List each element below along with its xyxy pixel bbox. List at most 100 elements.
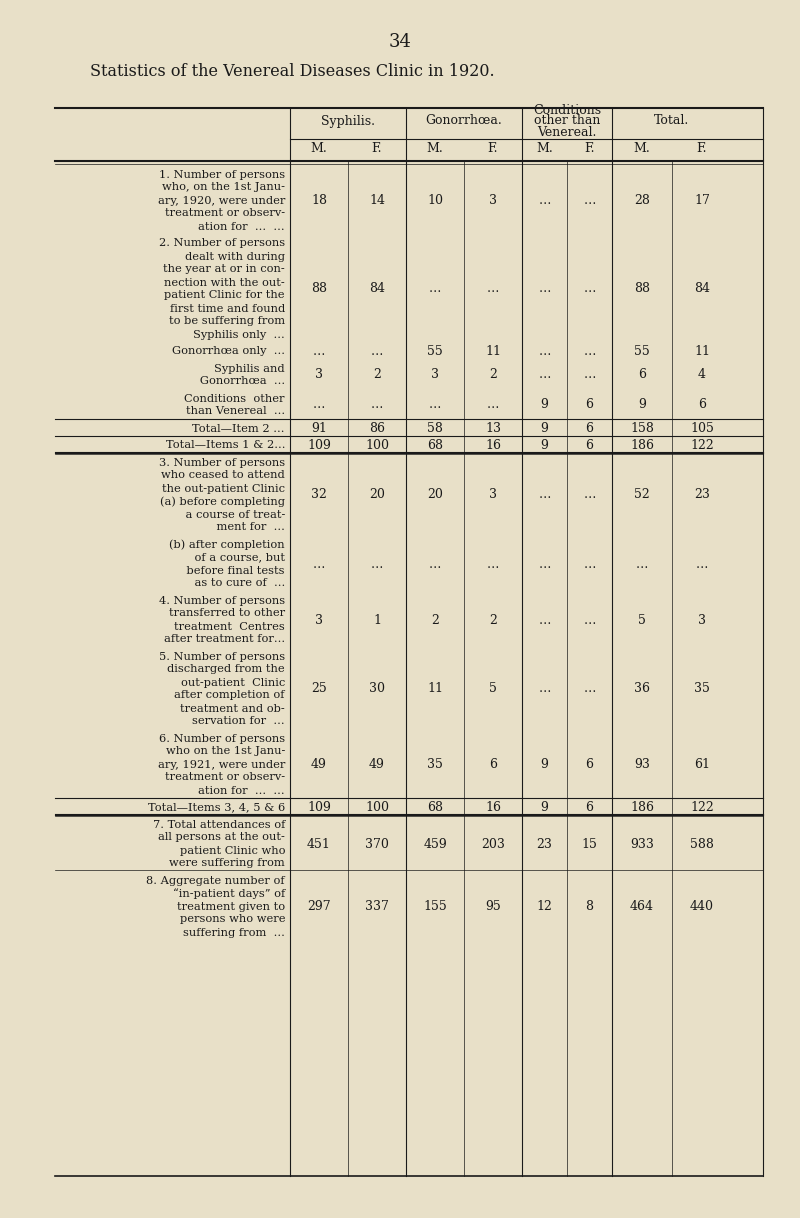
Text: 36: 36 <box>634 682 650 695</box>
Text: treatment given to: treatment given to <box>177 901 285 911</box>
Text: 203: 203 <box>481 838 505 850</box>
Text: …: … <box>583 614 596 626</box>
Text: …: … <box>583 283 596 296</box>
Text: 30: 30 <box>369 682 385 695</box>
Text: 13: 13 <box>485 421 501 435</box>
Text: who, on the 1st Janu-: who, on the 1st Janu- <box>162 183 285 192</box>
Text: 55: 55 <box>634 345 650 358</box>
Text: 68: 68 <box>427 438 443 452</box>
Text: 9: 9 <box>541 801 549 814</box>
Text: 451: 451 <box>307 838 331 850</box>
Text: 6: 6 <box>586 758 594 771</box>
Text: …: … <box>371 558 383 570</box>
Text: 4. Number of persons: 4. Number of persons <box>159 596 285 605</box>
Text: 3: 3 <box>698 614 706 626</box>
Text: 7. Total attendances of: 7. Total attendances of <box>153 820 285 829</box>
Text: (a) before completing: (a) before completing <box>160 496 285 507</box>
Text: discharged from the: discharged from the <box>167 665 285 675</box>
Text: dealt with during: dealt with during <box>185 251 285 262</box>
Text: as to cure of  …: as to cure of … <box>180 579 285 588</box>
Text: Gonorrhœa  …: Gonorrhœa … <box>189 376 285 386</box>
Text: …: … <box>538 345 550 358</box>
Text: …: … <box>487 558 499 570</box>
Text: Conditions: Conditions <box>533 104 601 117</box>
Text: F.: F. <box>697 143 707 156</box>
Text: 6: 6 <box>638 369 646 381</box>
Text: 588: 588 <box>690 838 714 850</box>
Text: treatment or observ-: treatment or observ- <box>165 772 285 782</box>
Text: first time and found: first time and found <box>170 303 285 313</box>
Text: M.: M. <box>634 143 650 156</box>
Text: …: … <box>313 398 325 412</box>
Text: 109: 109 <box>307 438 331 452</box>
Text: 86: 86 <box>369 421 385 435</box>
Text: 3: 3 <box>489 488 497 502</box>
Text: 2: 2 <box>489 614 497 626</box>
Text: (b) after completion: (b) after completion <box>170 540 285 549</box>
Text: nection with the out-: nection with the out- <box>164 278 285 287</box>
Text: Gonorrhœa.: Gonorrhœa. <box>426 114 502 128</box>
Text: 20: 20 <box>369 488 385 502</box>
Text: 16: 16 <box>485 438 501 452</box>
Text: were suffering from: were suffering from <box>170 859 285 868</box>
Text: 6: 6 <box>586 801 594 814</box>
Text: …: … <box>636 558 648 570</box>
Text: who ceased to attend: who ceased to attend <box>162 470 285 480</box>
Text: 186: 186 <box>630 801 654 814</box>
Text: ation for  …  …: ation for … … <box>198 222 285 231</box>
Text: 3: 3 <box>315 369 323 381</box>
Text: …: … <box>371 398 383 412</box>
Text: Total—Item 2 …: Total—Item 2 … <box>193 424 285 434</box>
Text: 3: 3 <box>431 369 439 381</box>
Text: 105: 105 <box>690 421 714 435</box>
Text: 84: 84 <box>369 283 385 296</box>
Text: 88: 88 <box>311 283 327 296</box>
Text: 17: 17 <box>694 194 710 207</box>
Text: 8: 8 <box>586 900 594 914</box>
Text: 23: 23 <box>694 488 710 502</box>
Text: …: … <box>696 558 708 570</box>
Text: 88: 88 <box>634 283 650 296</box>
Text: 158: 158 <box>630 421 654 435</box>
Text: 3: 3 <box>315 614 323 626</box>
Text: treatment or observ-: treatment or observ- <box>165 208 285 218</box>
Text: …: … <box>583 345 596 358</box>
Text: …: … <box>538 194 550 207</box>
Text: ary, 1920, were under: ary, 1920, were under <box>158 196 285 206</box>
Text: …: … <box>429 558 441 570</box>
Text: 20: 20 <box>427 488 443 502</box>
Text: 12: 12 <box>537 900 553 914</box>
Text: M.: M. <box>426 143 443 156</box>
Text: 61: 61 <box>694 758 710 771</box>
Text: 9: 9 <box>541 398 549 412</box>
Text: 109: 109 <box>307 801 331 814</box>
Text: 6: 6 <box>586 398 594 412</box>
Text: than Venereal  …: than Venereal … <box>186 407 285 417</box>
Text: 155: 155 <box>423 900 447 914</box>
Text: …: … <box>538 369 550 381</box>
Text: 464: 464 <box>630 900 654 914</box>
Text: transferred to other: transferred to other <box>169 609 285 619</box>
Text: 6: 6 <box>698 398 706 412</box>
Text: …: … <box>538 614 550 626</box>
Text: 9: 9 <box>541 421 549 435</box>
Text: Venereal.: Venereal. <box>538 125 597 139</box>
Text: all persons at the out-: all persons at the out- <box>158 832 285 843</box>
Text: out-patient  Clinic: out-patient Clinic <box>181 677 285 687</box>
Text: 25: 25 <box>311 682 327 695</box>
Text: 1. Number of persons: 1. Number of persons <box>159 169 285 179</box>
Text: …: … <box>583 558 596 570</box>
Text: treatment and ob-: treatment and ob- <box>180 704 285 714</box>
Text: M.: M. <box>536 143 553 156</box>
Text: 337: 337 <box>365 900 389 914</box>
Text: F.: F. <box>488 143 498 156</box>
Text: Total.: Total. <box>654 114 690 128</box>
Text: 4: 4 <box>698 369 706 381</box>
Text: 28: 28 <box>634 194 650 207</box>
Text: 15: 15 <box>582 838 598 850</box>
Text: 84: 84 <box>694 283 710 296</box>
Text: Conditions  other: Conditions other <box>185 393 285 403</box>
Text: 23: 23 <box>537 838 553 850</box>
Text: 459: 459 <box>423 838 447 850</box>
Text: after treatment for…: after treatment for… <box>164 635 285 644</box>
